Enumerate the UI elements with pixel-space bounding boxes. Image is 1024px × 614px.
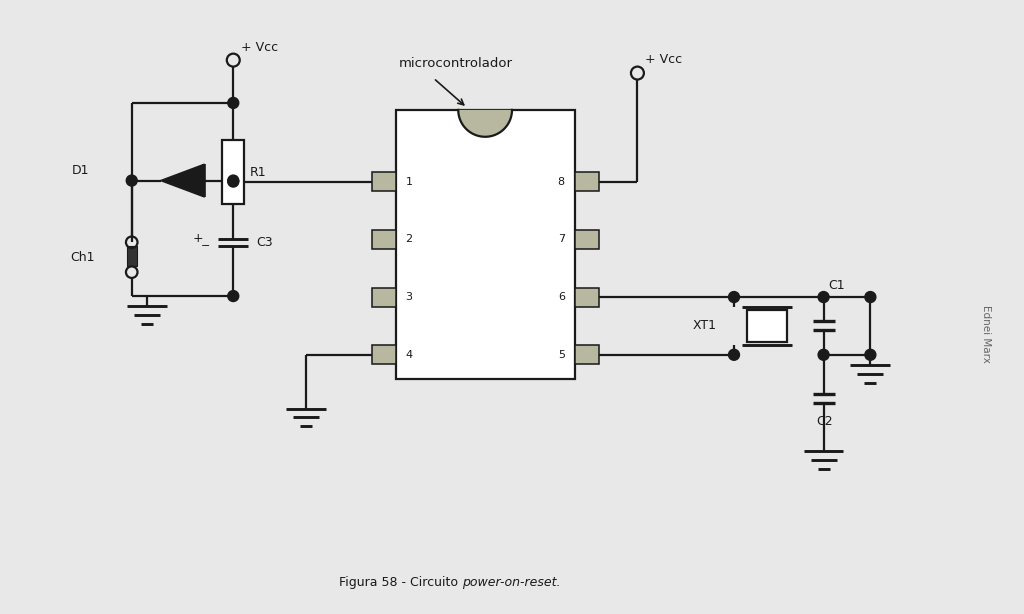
Bar	[574, 230, 599, 249]
Text: −: −	[201, 241, 210, 251]
Bar	[574, 172, 599, 191]
Bar	[372, 287, 395, 306]
Text: + Vcc: + Vcc	[645, 53, 683, 66]
Circle shape	[227, 98, 239, 109]
Circle shape	[227, 175, 239, 186]
Text: C1: C1	[828, 279, 845, 292]
Text: D1: D1	[72, 164, 89, 177]
Bar	[395, 110, 574, 379]
Text: 4: 4	[406, 350, 413, 360]
Text: 7: 7	[558, 235, 565, 244]
Bar	[372, 230, 395, 249]
Text: power-on-reset.: power-on-reset.	[462, 577, 561, 589]
Text: microcontrolador: microcontrolador	[398, 56, 512, 69]
Text: Ednei Marx: Ednei Marx	[981, 305, 991, 363]
Circle shape	[126, 175, 137, 186]
Text: 1: 1	[406, 177, 413, 187]
Text: + Vcc: + Vcc	[242, 41, 279, 53]
Bar	[746, 310, 786, 342]
Bar	[222, 140, 244, 204]
Circle shape	[818, 349, 829, 360]
Circle shape	[818, 292, 829, 303]
Text: XT1: XT1	[692, 319, 716, 332]
Bar	[574, 345, 599, 364]
Text: C3: C3	[256, 236, 272, 249]
Bar	[372, 345, 395, 364]
Bar	[372, 172, 395, 191]
Circle shape	[865, 292, 876, 303]
Circle shape	[728, 292, 739, 303]
Text: 3: 3	[406, 292, 413, 302]
Text: R1: R1	[250, 166, 267, 179]
Bar	[127, 246, 137, 266]
Circle shape	[865, 349, 876, 360]
Text: Ch1: Ch1	[70, 251, 94, 264]
Bar	[574, 287, 599, 306]
Circle shape	[227, 176, 239, 187]
Text: 2: 2	[406, 235, 413, 244]
Text: Figura 58 - Circuito: Figura 58 - Circuito	[339, 577, 462, 589]
Text: 6: 6	[558, 292, 565, 302]
Polygon shape	[459, 110, 512, 137]
Text: 5: 5	[558, 350, 565, 360]
Circle shape	[227, 290, 239, 301]
Circle shape	[728, 349, 739, 360]
Text: 8: 8	[558, 177, 565, 187]
Polygon shape	[161, 164, 205, 197]
Text: C2: C2	[816, 416, 834, 429]
Text: +: +	[193, 232, 204, 246]
